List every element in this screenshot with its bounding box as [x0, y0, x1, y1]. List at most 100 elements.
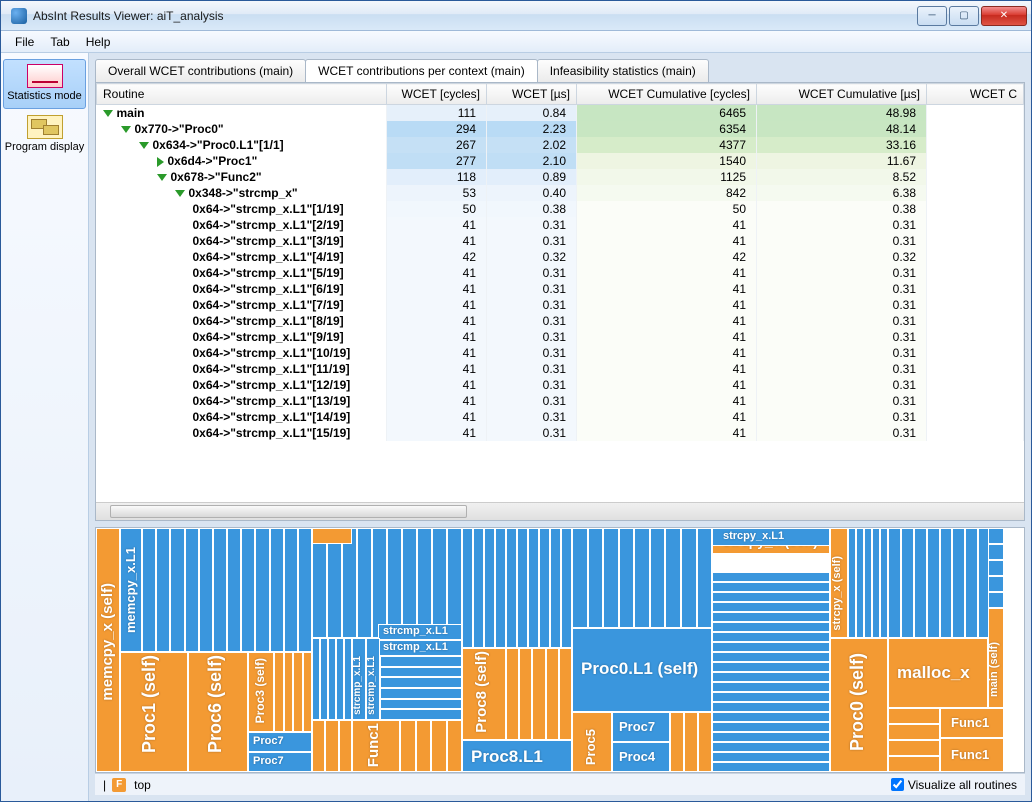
tm-proc1[interactable]: Proc1 (self): [120, 652, 188, 772]
tm-proc8l1[interactable]: Proc8.L1: [462, 740, 572, 772]
tm-strcmp-2[interactable]: strcmp_x.L1: [378, 640, 462, 656]
col-wcet-cum-cycles[interactable]: WCET Cumulative [cycles]: [577, 84, 757, 105]
tm-proc8-self[interactable]: Proc8 (self): [462, 648, 506, 740]
tm-strcmp-v2[interactable]: strcmp_x.L1: [366, 638, 380, 720]
table-row[interactable]: 0x64->"strcmp_x.L1"[5/19]410.31410.31: [97, 265, 1024, 281]
expand-icon[interactable]: [139, 142, 149, 149]
tm-proc0l1[interactable]: Proc0.L1 (self): [572, 628, 712, 712]
tm-func1b[interactable]: Func1: [940, 708, 1004, 738]
table-row[interactable]: 0x64->"strcmp_x.L1"[11/19]410.31410.31: [97, 361, 1024, 377]
table-row[interactable]: 0x64->"strcmp_x.L1"[15/19]410.31410.31: [97, 425, 1024, 441]
tm-proc4[interactable]: Proc4: [612, 742, 670, 772]
table-row[interactable]: 0x678->"Func2"1180.8911258.52: [97, 169, 1024, 185]
table-row[interactable]: 0x634->"Proc0.L1"[1/1]2672.02437733.16: [97, 137, 1024, 153]
table-row[interactable]: 0x64->"strcmp_x.L1"[13/19]410.31410.31: [97, 393, 1024, 409]
cell-c4: 0.31: [757, 361, 927, 377]
tm-proc3[interactable]: Proc3 (self): [248, 652, 274, 732]
col-wcet-cycles[interactable]: WCET [cycles]: [387, 84, 487, 105]
tm-stripes-10[interactable]: [848, 528, 888, 638]
close-button[interactable]: ✕: [981, 6, 1027, 26]
table-row[interactable]: 0x348->"strcmp_x"530.408426.38: [97, 185, 1024, 201]
tm-func1a[interactable]: Func1: [352, 720, 400, 772]
tm-proc7c[interactable]: Proc7: [612, 712, 670, 742]
tm-proc7a[interactable]: Proc7: [248, 732, 312, 752]
tm-stripes-9[interactable]: [712, 572, 830, 772]
tm-strcpy-v[interactable]: strcpy_x (self): [830, 528, 848, 638]
table-row[interactable]: 0x64->"strcmp_x.L1"[3/19]410.31410.31: [97, 233, 1024, 249]
cell-c4: 33.16: [757, 137, 927, 153]
table-row[interactable]: 0x64->"strcmp_x.L1"[4/19]420.32420.32: [97, 249, 1024, 265]
tm-memcpy[interactable]: memcpy_x (self): [96, 528, 120, 772]
visualize-checkbox-input[interactable]: [891, 778, 904, 791]
tm-strcpy-l1[interactable]: strcpy_x.L1: [712, 528, 830, 546]
tm-stripes-12[interactable]: [988, 528, 1004, 608]
expand-icon[interactable]: [121, 126, 131, 133]
cell-c3: 41: [577, 329, 757, 345]
table-row[interactable]: 0x64->"strcmp_x.L1"[12/19]410.31410.31: [97, 377, 1024, 393]
col-wcet-us[interactable]: WCET [µs]: [487, 84, 577, 105]
tm-stripes-3b[interactable]: [380, 656, 462, 720]
col-wcet-cum-us[interactable]: WCET Cumulative [µs]: [757, 84, 927, 105]
table-row[interactable]: 0x6d4->"Proc1"2772.10154011.67: [97, 153, 1024, 169]
expand-icon[interactable]: [157, 174, 167, 181]
tm-stripes-8[interactable]: [670, 712, 712, 772]
treemap[interactable]: memcpy_x (self) memcpy_x.L1 Proc1 (self)…: [95, 527, 1025, 773]
tm-stripes-6[interactable]: [506, 648, 572, 740]
tm-stripes-5[interactable]: [400, 720, 462, 772]
tm-stripes-11[interactable]: [888, 528, 1004, 638]
tab-infeasibility[interactable]: Infeasibility statistics (main): [537, 59, 709, 82]
tm-proc6[interactable]: Proc6 (self): [188, 652, 248, 772]
menu-file[interactable]: File: [7, 33, 42, 51]
cell-c4: 0.31: [757, 217, 927, 233]
table-row[interactable]: 0x64->"strcmp_x.L1"[10/19]410.31410.31: [97, 345, 1024, 361]
tm-stripes-proc8top[interactable]: [462, 528, 572, 648]
tm-stripes-13[interactable]: [888, 708, 940, 772]
tm-stripes-1[interactable]: [142, 528, 312, 652]
table-row[interactable]: 0x64->"strcmp_x.L1"[2/19]410.31410.31: [97, 217, 1024, 233]
minimize-button[interactable]: ─: [917, 6, 947, 26]
menubar: File Tab Help: [1, 31, 1031, 53]
tm-memcpy-l1[interactable]: memcpy_x.L1: [120, 528, 142, 652]
table-row[interactable]: main1110.84646548.98: [97, 105, 1024, 122]
tm-stripes-4[interactable]: [312, 720, 352, 772]
maximize-button[interactable]: ▢: [949, 6, 979, 26]
expand-icon[interactable]: [175, 190, 185, 197]
sidebar-item-program[interactable]: Program display: [1, 111, 88, 159]
visualize-label: Visualize all routines: [908, 778, 1017, 792]
tm-strcmp-v1[interactable]: strcmp_x.L1: [352, 638, 366, 720]
tab-per-context[interactable]: WCET contributions per context (main): [305, 59, 538, 82]
tm-stripes-7[interactable]: [572, 528, 712, 628]
table-row[interactable]: 0x64->"strcmp_x.L1"[8/19]410.31410.31: [97, 313, 1024, 329]
expand-icon[interactable]: [103, 110, 113, 117]
visualize-checkbox[interactable]: Visualize all routines: [891, 778, 1017, 792]
cell-extra: [927, 137, 1024, 153]
table-row[interactable]: 0x64->"strcmp_x.L1"[9/19]410.31410.31: [97, 329, 1024, 345]
expand-icon[interactable]: [157, 157, 164, 167]
tm-orange-top[interactable]: [312, 528, 352, 544]
cell-c1: 41: [387, 297, 487, 313]
cell-c1: 41: [387, 377, 487, 393]
col-routine[interactable]: Routine: [97, 84, 387, 105]
table-row[interactable]: 0x64->"strcmp_x.L1"[14/19]410.31410.31: [97, 409, 1024, 425]
tm-main-self[interactable]: main (self): [988, 608, 1004, 708]
sidebar-item-statistics[interactable]: Statistics mode: [3, 59, 86, 109]
horizontal-scrollbar[interactable]: [96, 502, 1024, 520]
tm-func1c[interactable]: Func1: [940, 738, 1004, 772]
table-row[interactable]: 0x64->"strcmp_x.L1"[7/19]410.31410.31: [97, 297, 1024, 313]
table-row[interactable]: 0x770->"Proc0"2942.23635448.14: [97, 121, 1024, 137]
menu-help[interactable]: Help: [78, 33, 119, 51]
tm-mallocx[interactable]: malloc_x: [888, 638, 988, 708]
tab-overall[interactable]: Overall WCET contributions (main): [95, 59, 306, 82]
tm-stripes-2[interactable]: [274, 652, 312, 732]
menu-tab[interactable]: Tab: [42, 33, 77, 51]
tm-stripes-3[interactable]: [312, 638, 352, 720]
col-wcet-extra[interactable]: WCET C: [927, 84, 1024, 105]
tm-proc5[interactable]: Proc5: [572, 712, 612, 772]
tm-strcmp-1[interactable]: strcmp_x.L1: [378, 624, 462, 640]
table-row[interactable]: 0x64->"strcmp_x.L1"[1/19]500.38500.38: [97, 201, 1024, 217]
table-scroll[interactable]: Routine WCET [cycles] WCET [µs] WCET Cum…: [96, 83, 1024, 502]
tm-proc7b[interactable]: Proc7: [248, 752, 312, 772]
routine-label: 0x64->"strcmp_x.L1"[5/19]: [193, 266, 344, 280]
table-row[interactable]: 0x64->"strcmp_x.L1"[6/19]410.31410.31: [97, 281, 1024, 297]
tm-proc0[interactable]: Proc0 (self): [830, 638, 888, 772]
